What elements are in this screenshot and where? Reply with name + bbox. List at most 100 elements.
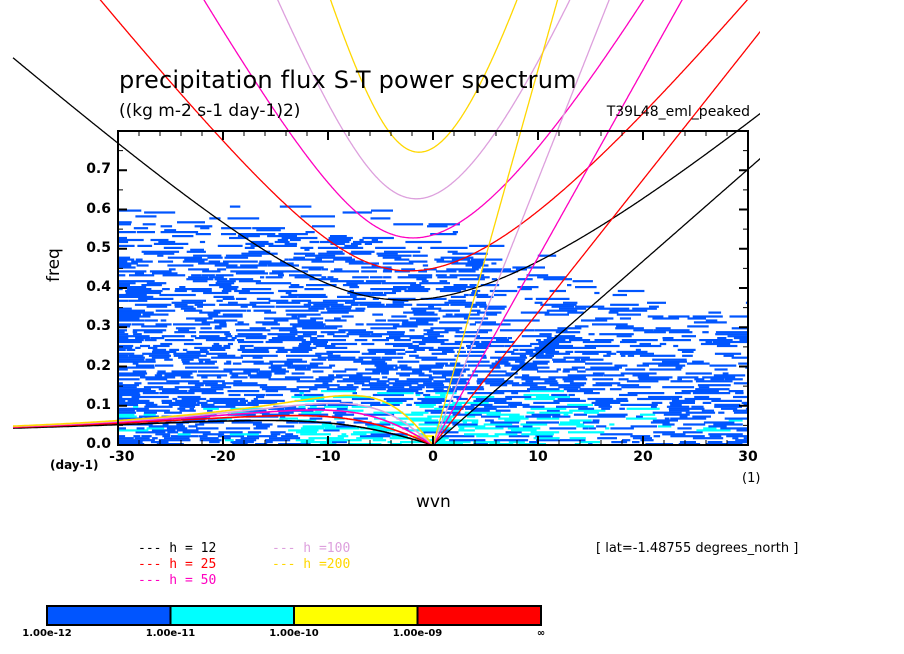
- field-cell: [344, 244, 358, 247]
- field-cell: [136, 427, 145, 430]
- field-cell: [223, 344, 231, 348]
- field-cell: [401, 323, 434, 326]
- field-cell: [588, 333, 595, 336]
- field-cell: [669, 409, 690, 412]
- field-cell: [330, 270, 359, 273]
- field-cell: [309, 362, 324, 365]
- field-cell: [221, 233, 237, 236]
- field-cell: [231, 337, 237, 340]
- ig-wave-curve-h25: [99, 0, 749, 272]
- field-cell: [262, 323, 280, 326]
- field-cell: [252, 305, 275, 308]
- legend-item-h100: --- h =100: [272, 541, 351, 556]
- field-cell: [118, 340, 142, 344]
- field-cell: [494, 350, 515, 353]
- field-cell: [381, 356, 404, 359]
- field-cell: [140, 344, 150, 348]
- field-cell: [404, 413, 424, 416]
- field-cell: [306, 284, 337, 287]
- field-cell: [144, 339, 157, 342]
- field-cell: [319, 240, 350, 244]
- field-cell: [134, 272, 144, 275]
- field-cell: [714, 368, 728, 371]
- field-cell: [416, 303, 450, 306]
- field-cell: [526, 411, 535, 414]
- field-cell: [240, 346, 245, 349]
- field-cell: [203, 291, 229, 295]
- field-cell: [592, 323, 628, 326]
- field-cell: [409, 386, 425, 389]
- field-cell: [533, 437, 560, 440]
- field-cell: [322, 299, 355, 302]
- field-cell: [144, 405, 173, 408]
- field-cell: [464, 305, 478, 308]
- field-cell: [268, 407, 285, 410]
- field-cell: [118, 395, 123, 399]
- field-cell: [118, 236, 127, 240]
- field-cell: [384, 291, 396, 295]
- field-cell: [626, 407, 660, 410]
- field-cell: [268, 244, 297, 247]
- field-cell: [424, 409, 444, 412]
- field-cell: [392, 299, 409, 302]
- field-cell: [143, 331, 163, 334]
- x-tick-label: 30: [738, 449, 758, 465]
- field-cell: [476, 435, 499, 438]
- field-cell: [131, 395, 169, 399]
- field-cell: [261, 413, 290, 416]
- field-cell: [361, 266, 392, 269]
- field-cell: [321, 276, 327, 279]
- field-cell: [147, 382, 180, 385]
- field-cell: [365, 368, 398, 371]
- field-cell: [453, 284, 468, 287]
- field-cell: [422, 264, 429, 267]
- field-cell: [466, 344, 471, 348]
- field-cell: [618, 378, 629, 381]
- field-cell: [505, 395, 532, 399]
- field-cell: [353, 240, 383, 244]
- field-cell: [563, 368, 578, 371]
- field-cell: [268, 299, 289, 302]
- colorbar-segment: [416, 605, 542, 626]
- field-cell: [203, 407, 219, 410]
- field-cell: [650, 421, 670, 424]
- field-cell: [511, 429, 537, 432]
- field-cell: [253, 362, 273, 365]
- field-cell: [668, 315, 690, 318]
- field-cell: [575, 305, 605, 308]
- field-cell: [231, 374, 239, 377]
- field-cell: [439, 280, 448, 283]
- field-cell: [252, 423, 273, 426]
- field-cell: [672, 397, 679, 401]
- field-cell: [222, 437, 231, 440]
- field-cell: [529, 441, 538, 444]
- field-cell: [351, 405, 372, 408]
- field-cell: [556, 405, 588, 408]
- field-cell: [341, 433, 347, 436]
- field-cell: [409, 354, 419, 357]
- field-cell: [132, 362, 139, 365]
- field-cell: [512, 266, 545, 269]
- field-cell: [195, 233, 211, 236]
- field-cell: [370, 288, 407, 291]
- field-cell: [588, 427, 596, 430]
- field-cell: [311, 260, 335, 263]
- field-cell: [494, 401, 522, 404]
- field-cell: [551, 393, 568, 397]
- field-cell: [358, 356, 381, 359]
- field-cell: [620, 354, 626, 357]
- field-cell: [372, 370, 389, 373]
- field-cell: [229, 205, 241, 208]
- field-cell: [148, 346, 158, 349]
- field-cell: [143, 411, 157, 414]
- field-cell: [196, 427, 219, 430]
- field-cell: [713, 374, 746, 377]
- field-cell: [214, 278, 228, 281]
- field-cell: [653, 329, 690, 332]
- field-cell: [421, 358, 456, 361]
- field-cell: [178, 356, 200, 359]
- field-cell: [470, 403, 493, 406]
- field-cell: [162, 423, 169, 426]
- field-cell: [256, 395, 265, 399]
- field-cell: [434, 258, 445, 261]
